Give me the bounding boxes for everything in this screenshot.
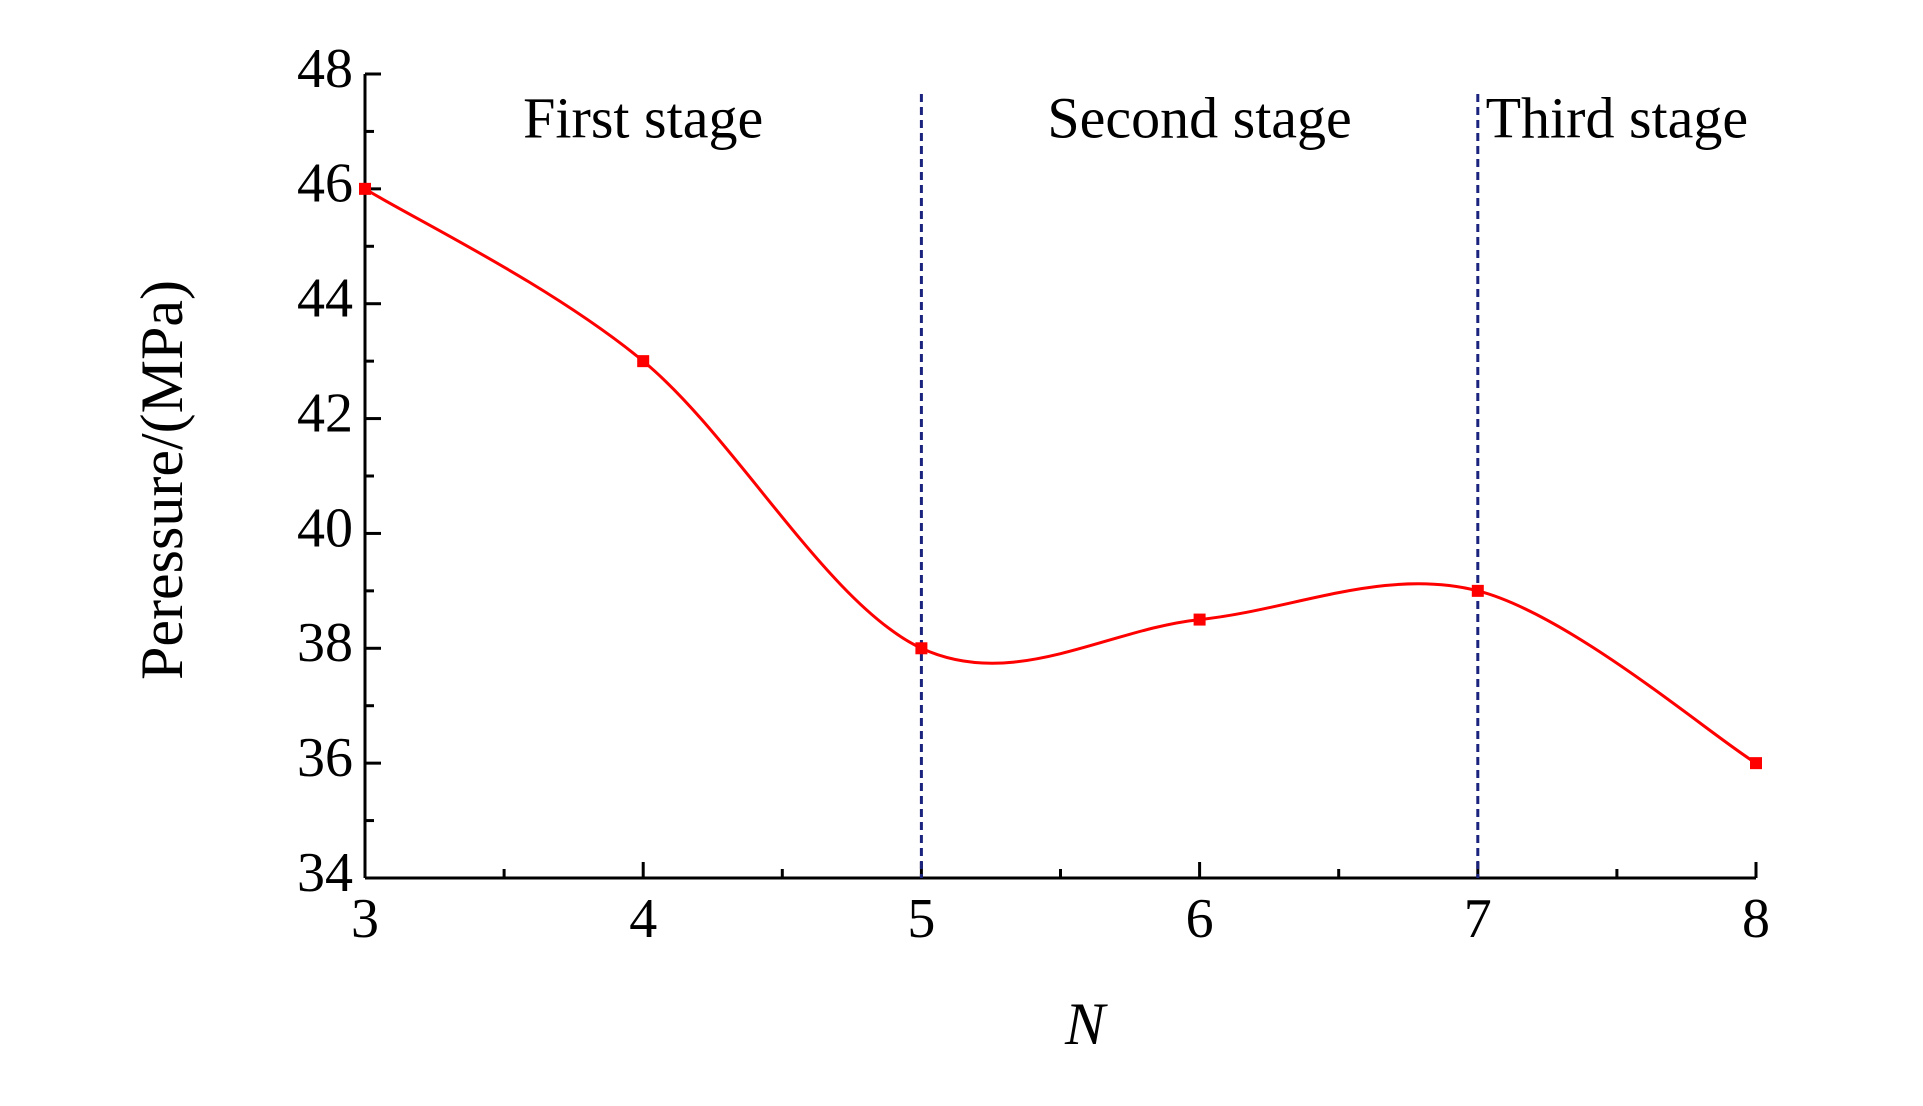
point	[637, 355, 650, 368]
y-tick-label: 44	[297, 268, 353, 330]
x-tick-label: 7	[1464, 888, 1492, 950]
x-tick-label: 5	[907, 888, 935, 950]
x-tick-label: 8	[1742, 888, 1770, 950]
stage-label: First stage	[523, 85, 763, 150]
x-tick-label: 6	[1186, 888, 1214, 950]
point	[1750, 757, 1762, 770]
y-tick-label: 46	[297, 153, 353, 215]
point	[1193, 613, 1206, 626]
y-tick-label: 40	[297, 497, 353, 559]
y-tick-label: 42	[297, 382, 353, 444]
y-tick-label: 38	[297, 612, 353, 674]
y-tick-label: 34	[297, 842, 353, 904]
x-axis-label: N	[1064, 991, 1108, 1057]
line	[364, 187, 1757, 765]
y-tick-label: 48	[297, 38, 353, 100]
point	[359, 182, 371, 195]
y-tick-label: 36	[297, 727, 353, 789]
y-axis-label: Peressure/(MPa)	[129, 280, 195, 680]
x-tick-label: 3	[351, 888, 379, 950]
point	[1471, 584, 1484, 597]
point	[915, 642, 928, 655]
stage-label: Third stage	[1486, 85, 1749, 150]
stage-label: Second stage	[1047, 85, 1351, 150]
x-tick-label: 4	[629, 888, 657, 950]
